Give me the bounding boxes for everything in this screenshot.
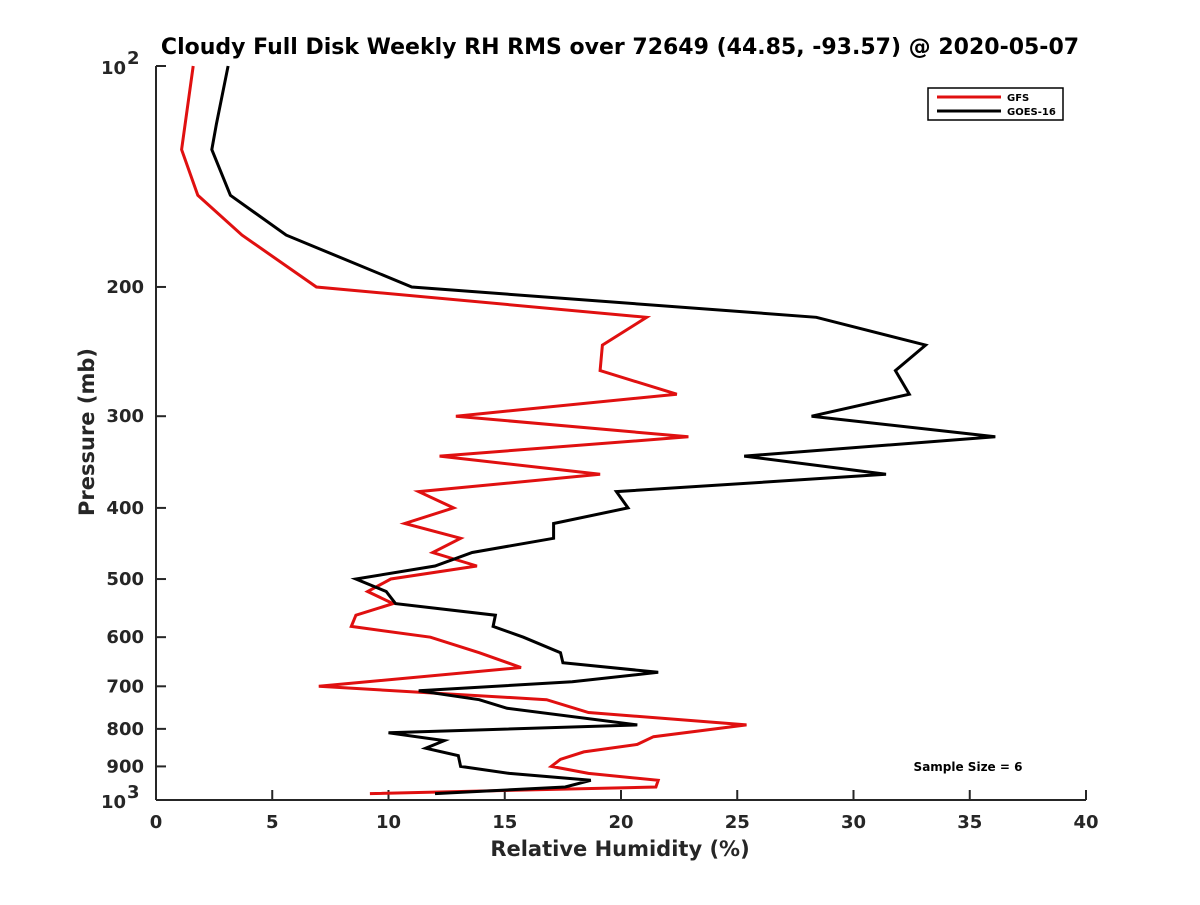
- x-tick-label: 20: [608, 812, 633, 833]
- y-axis-label: Pressure (mb): [75, 348, 99, 516]
- y-tick-label: 600: [106, 627, 144, 648]
- legend: GFS GOES-16: [927, 87, 1064, 121]
- x-tick-label: 0: [150, 812, 163, 833]
- x-axis-label: Relative Humidity (%): [490, 837, 749, 861]
- y-tick-label: 700: [106, 676, 144, 697]
- x-tick-label: 25: [725, 812, 750, 833]
- x-tick-label: 10: [376, 812, 401, 833]
- y-tick-exponent: 3: [127, 782, 140, 803]
- y-tick-label: 10: [101, 58, 126, 79]
- y-tick-label: 300: [106, 406, 144, 427]
- legend-label-goes16: GOES-16: [1007, 107, 1056, 118]
- legend-box: [927, 87, 1064, 121]
- x-tick-label: 40: [1073, 812, 1098, 833]
- y-tick-label: 10: [101, 792, 126, 813]
- x-tick-label: 35: [957, 812, 982, 833]
- y-tick-label: 900: [106, 756, 144, 777]
- y-tick-label: 500: [106, 569, 144, 590]
- series-line-gfs: [180, 65, 747, 796]
- y-tick-label: 400: [106, 498, 144, 519]
- series-line-goes-16: [210, 65, 996, 796]
- sample-size-annotation: Sample Size = 6: [914, 760, 1023, 774]
- series-group: [180, 65, 996, 796]
- chart-title: Cloudy Full Disk Weekly RH RMS over 7264…: [161, 35, 1079, 60]
- x-tick-label: 30: [841, 812, 866, 833]
- x-tick-label: 15: [492, 812, 517, 833]
- legend-label-gfs: GFS: [1007, 93, 1029, 104]
- y-tick-label: 800: [106, 719, 144, 740]
- y-tick-exponent: 2: [127, 48, 140, 69]
- x-tick-label: 5: [266, 812, 279, 833]
- y-tick-label: 200: [106, 277, 144, 298]
